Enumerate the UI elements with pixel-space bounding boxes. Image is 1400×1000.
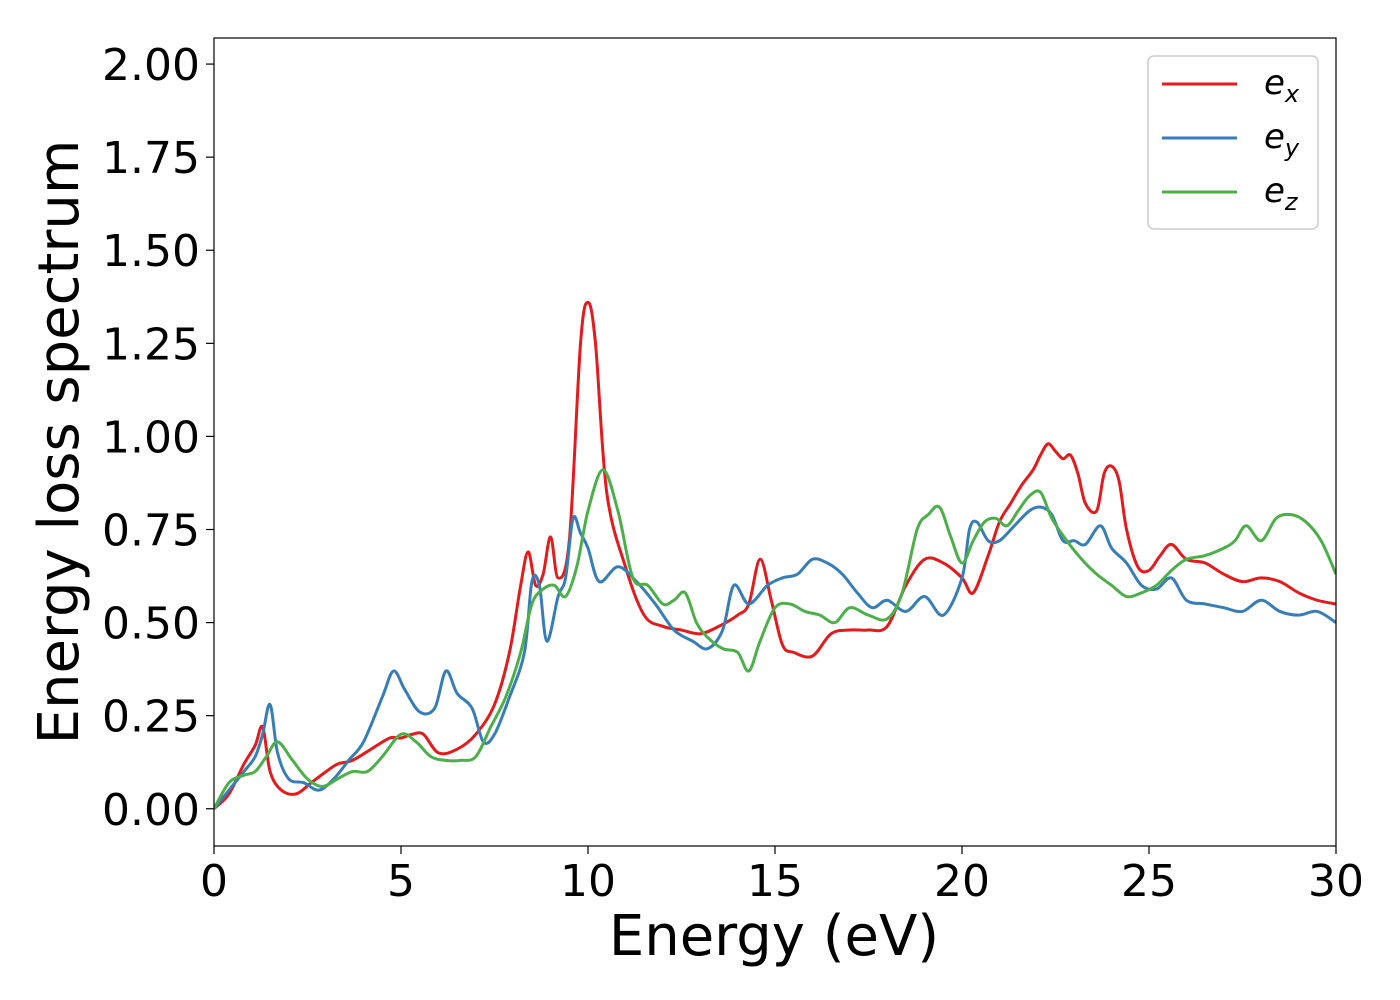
x-axis-ticks: 0 5 10 15 20 25 30 [200,846,1364,907]
y-tick-label: 1.00 [102,412,200,463]
x-tick-label: 5 [387,856,415,907]
legend-box [1147,55,1319,230]
x-tick-label: 25 [1121,856,1177,907]
y-tick-label: 2.00 [102,40,200,91]
y-tick-label: 0.00 [102,785,200,836]
series-line-z [214,468,1336,810]
y-tick-label: 0.75 [102,506,200,557]
legend-label-y: ey [1264,117,1300,162]
series-line-x [214,300,1336,810]
y-tick-label: 1.75 [102,133,200,184]
x-tick-label: 30 [1308,856,1364,907]
series-line-y [214,505,1336,810]
y-tick-label: 0.50 [102,599,200,650]
y-tick-label: 1.50 [102,226,200,277]
x-tick-label: 15 [747,856,803,907]
y-axis-ticks: 0.00 0.25 0.50 0.75 1.00 1.25 1.50 1.75 2.00 [102,40,214,836]
y-axis-label: Energy loss spectrum [27,140,92,745]
x-tick-label: 10 [560,856,616,907]
x-tick-label: 20 [934,856,990,907]
x-axis-label: Energy (eV) [609,904,939,969]
series-lines [213,37,1337,847]
x-tick-label: 0 [200,856,228,907]
y-tick-label: 0.25 [102,692,200,743]
y-tick-label: 1.25 [102,319,200,370]
